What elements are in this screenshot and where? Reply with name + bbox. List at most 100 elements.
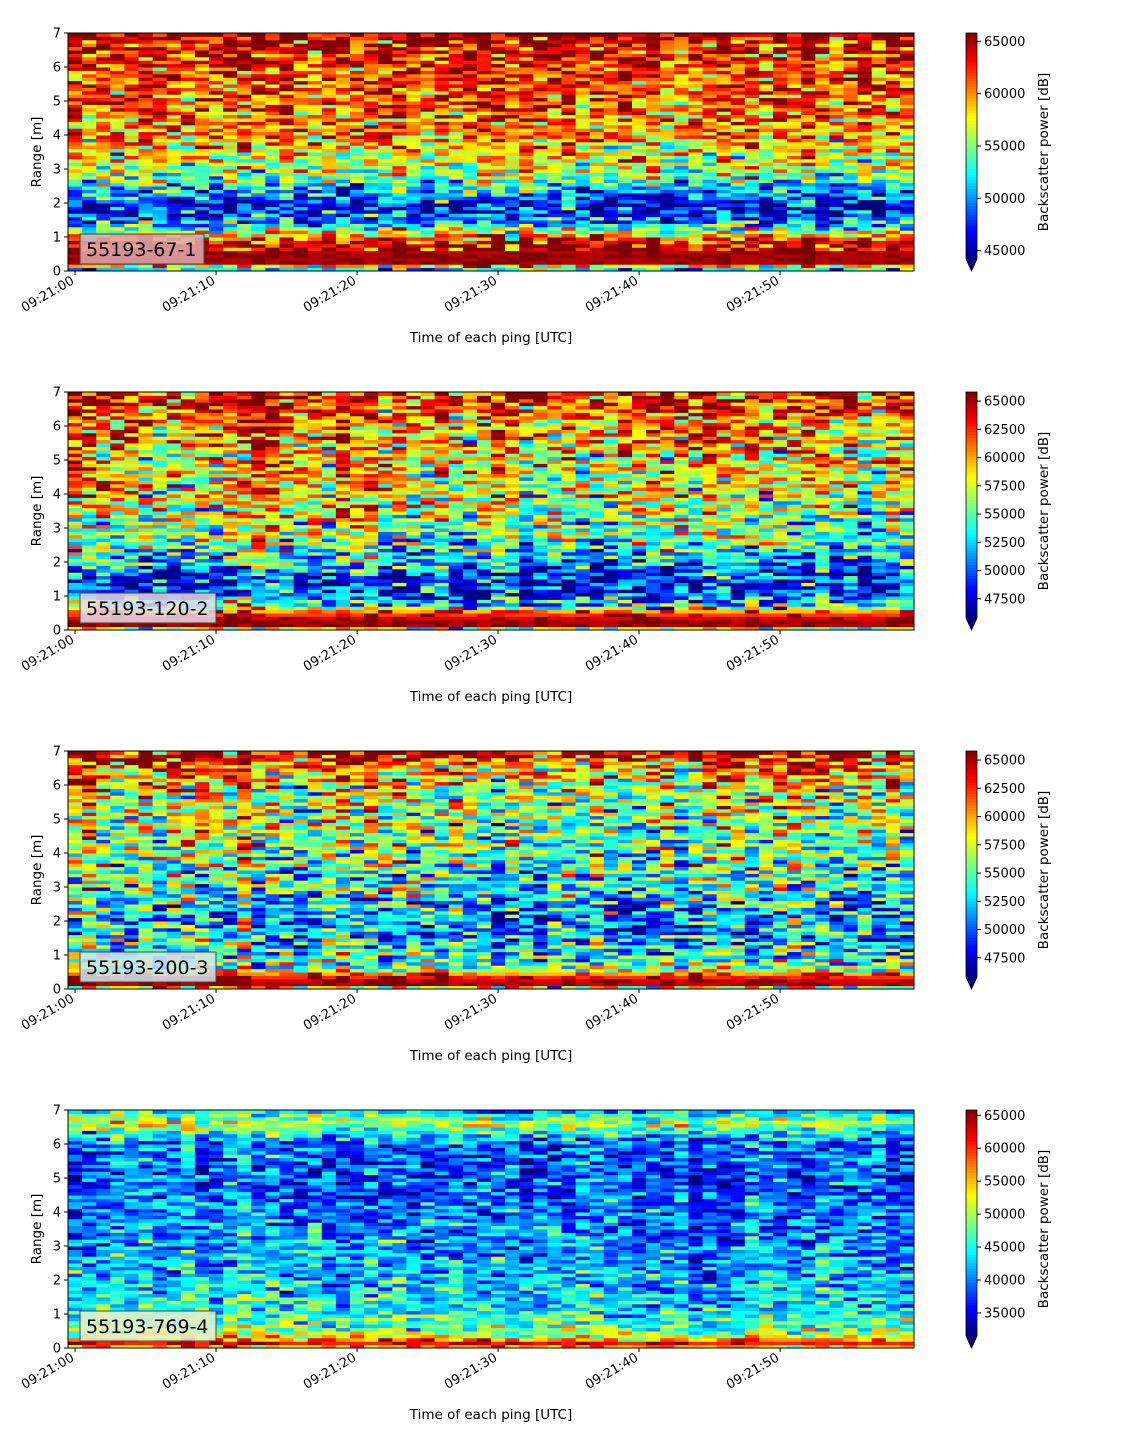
heatmap-cell [138, 429, 154, 434]
heatmap-cell [378, 189, 393, 194]
heatmap-cell [180, 480, 196, 485]
heatmap-cell [378, 260, 393, 265]
heatmap-cell [194, 175, 210, 180]
heatmap-cell [124, 422, 139, 427]
heatmap-cell [152, 623, 168, 628]
heatmap-cell [815, 36, 830, 41]
heatmap-cell [96, 124, 111, 129]
heatmap-cell [166, 80, 182, 85]
heatmap-cell [180, 398, 196, 403]
heatmap-cell [561, 264, 577, 269]
heatmap-cell [646, 175, 661, 180]
heatmap-cell [82, 480, 97, 485]
heatmap-cell [335, 94, 351, 99]
heatmap-cell [180, 497, 196, 502]
heatmap-cell [617, 128, 633, 133]
heatmap-cell [533, 107, 548, 112]
heatmap-cell [632, 243, 647, 248]
heatmap-cell [406, 257, 421, 262]
heatmap-cell [448, 67, 464, 71]
heatmap-cell [82, 565, 97, 570]
heatmap-cell [180, 84, 196, 88]
heatmap-cell [519, 56, 534, 61]
heatmap-cell [138, 531, 154, 536]
heatmap-cell [166, 94, 182, 99]
heatmap-cell [758, 182, 774, 187]
heatmap-cell [885, 145, 901, 150]
heatmap-cell [180, 97, 196, 102]
heatmap-cell [265, 237, 280, 241]
heatmap-cell [688, 101, 703, 105]
heatmap-cell [533, 172, 548, 177]
heatmap-cell [335, 63, 351, 68]
colorbar-label: Backscatter power [dB] [1036, 73, 1052, 232]
colorbar-segment [966, 168, 977, 173]
heatmap-cell [68, 226, 83, 231]
heatmap-cell [209, 36, 224, 41]
heatmap-cell [350, 165, 365, 170]
heatmap-cell [885, 80, 901, 85]
heatmap-cell [138, 60, 154, 65]
heatmap-cell [801, 63, 816, 68]
heatmap-cell [773, 165, 788, 170]
heatmap-cell [82, 473, 97, 478]
colorbar-segment [966, 179, 977, 184]
heatmap-cell [575, 90, 591, 95]
heatmap-cell [124, 216, 139, 221]
heatmap-cell [364, 114, 379, 119]
heatmap-cell [82, 158, 97, 163]
heatmap-cell [138, 107, 154, 112]
heatmap-cell [589, 247, 605, 252]
heatmap-cell [350, 87, 365, 92]
heatmap-cell [730, 223, 746, 228]
heatmap-cell [899, 203, 915, 207]
heatmap-cell [209, 254, 224, 258]
heatmap-cell [716, 196, 732, 201]
heatmap-cell [152, 497, 168, 502]
heatmap-cell [138, 50, 154, 54]
heatmap-cell [166, 568, 182, 573]
heatmap-cell [561, 60, 577, 65]
heatmap-cell [166, 264, 182, 269]
heatmap-cell [632, 233, 647, 238]
heatmap-cell [321, 220, 337, 224]
heatmap-cell [96, 158, 111, 163]
heatmap-cell [476, 165, 492, 170]
heatmap-cell [293, 80, 309, 85]
heatmap-cell [406, 148, 421, 153]
heatmap-cell [251, 148, 266, 153]
heatmap-cell [392, 138, 407, 143]
heatmap-cell [434, 230, 450, 235]
heatmap-cell [223, 77, 238, 82]
heatmap-cell [787, 233, 802, 238]
heatmap-cell [68, 237, 83, 241]
heatmap-cell [801, 77, 816, 82]
heatmap-cell [82, 128, 97, 133]
heatmap-cell [335, 43, 351, 48]
heatmap-cell [505, 67, 520, 71]
heatmap-cell [251, 107, 266, 112]
heatmap-cell [307, 80, 323, 85]
heatmap-cell [279, 56, 295, 61]
heatmap-cell [265, 240, 280, 245]
heatmap-cell [82, 463, 97, 468]
heatmap-cell [138, 439, 154, 444]
heatmap-cell [180, 70, 196, 75]
heatmap-cell [773, 152, 788, 156]
heatmap-cell [209, 50, 224, 54]
heatmap-cell [773, 53, 788, 58]
heatmap-cell [758, 254, 774, 258]
heatmap-cell [152, 107, 168, 112]
heatmap-cell [899, 128, 915, 133]
heatmap-cell [632, 209, 647, 214]
heatmap-cell [152, 436, 168, 441]
heatmap-cell [843, 124, 859, 129]
heatmap-cell [335, 114, 351, 119]
heatmap-cell [885, 104, 901, 109]
heatmap-cell [632, 50, 647, 54]
heatmap-cell [561, 50, 577, 54]
heatmap-cell [885, 84, 901, 88]
heatmap-cell [871, 101, 887, 105]
heatmap-cell [265, 169, 280, 173]
heatmap-cell [350, 131, 365, 136]
